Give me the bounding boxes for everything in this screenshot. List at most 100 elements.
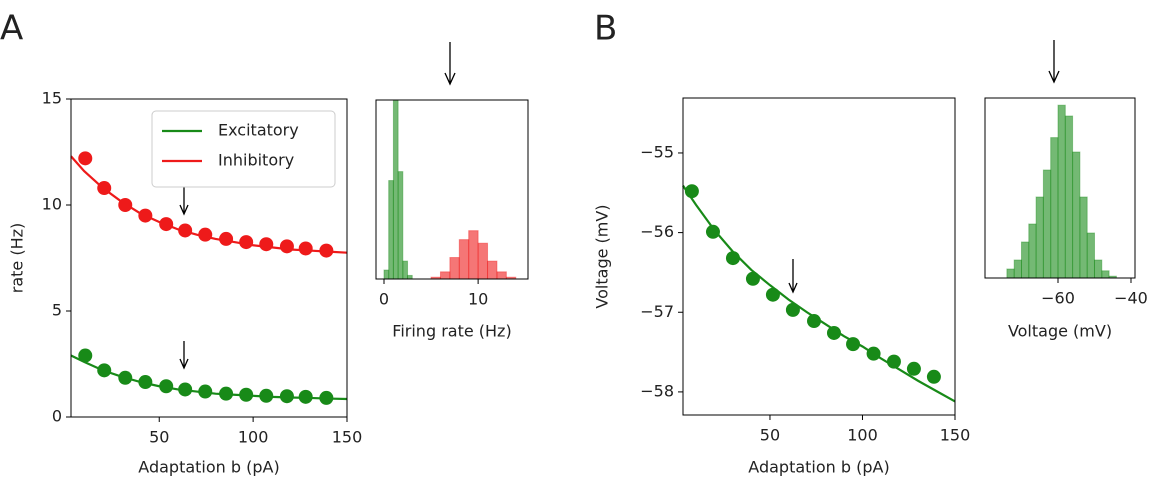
hist-bar [449, 257, 460, 280]
hist-bar [496, 271, 507, 280]
hist-bar [439, 271, 451, 280]
arrow [179, 341, 189, 370]
x-tick-label: −40 [1114, 289, 1148, 308]
panel-label: A [0, 9, 23, 49]
x-axis-label: Voltage (mV) [1008, 322, 1112, 341]
point [219, 231, 234, 246]
x-axis-label: Adaptation b (pA) [138, 458, 279, 477]
x-tick-label: 50 [149, 428, 169, 447]
point [684, 184, 699, 199]
axes-frame [984, 97, 1136, 279]
point [118, 198, 133, 212]
point [178, 223, 193, 238]
point [259, 388, 274, 403]
hist-bar [1006, 268, 1015, 279]
hist-bar [477, 242, 489, 280]
point [866, 346, 881, 361]
arrow [788, 259, 798, 294]
point [239, 387, 254, 402]
x-tick-label: 0 [379, 290, 389, 309]
point [118, 370, 133, 385]
point [219, 386, 234, 401]
hist-bar [1050, 137, 1059, 279]
axes-frame [70, 98, 348, 418]
hist-bar [458, 239, 470, 280]
point [159, 379, 174, 394]
point [765, 287, 780, 302]
legend-label: Excitatory [218, 121, 299, 140]
point [78, 348, 93, 363]
arrow [444, 42, 456, 86]
x-axis-label: Firing rate (Hz) [392, 322, 511, 341]
point [298, 241, 313, 256]
arrow [1048, 40, 1060, 84]
hist-bar [1042, 169, 1052, 279]
x-tick-label: 100 [238, 428, 269, 447]
y-tick-label: −57 [640, 302, 674, 321]
point [198, 227, 213, 242]
hist-bar [397, 171, 404, 280]
y-tick-label: −58 [640, 381, 674, 400]
y-tick-label: 10 [42, 195, 62, 214]
point [319, 390, 334, 405]
x-tick-label: −60 [1041, 289, 1075, 308]
y-tick-label: −55 [640, 142, 674, 161]
hist-bar [1093, 259, 1103, 279]
x-tick-label: 10 [468, 290, 488, 309]
x-tick-label: 100 [847, 426, 878, 445]
hist-bar [402, 260, 409, 280]
arrow [179, 187, 189, 216]
x-tick-label: 50 [760, 426, 780, 445]
point [807, 314, 822, 329]
point [705, 224, 720, 239]
point [97, 363, 112, 378]
point [178, 382, 193, 397]
axes-frame [375, 99, 529, 280]
y-tick-label: 15 [42, 89, 62, 108]
point [745, 271, 760, 286]
y-tick-label: 5 [52, 301, 62, 320]
hist-bar [1035, 196, 1044, 279]
point [97, 181, 112, 196]
legend-label: Inhibitory [218, 151, 294, 170]
point [846, 337, 861, 352]
point [785, 302, 800, 317]
y-tick-label: −56 [640, 222, 674, 241]
point [906, 361, 921, 376]
point [725, 251, 740, 266]
hist-bar [383, 269, 390, 280]
hist-bar [1028, 223, 1037, 279]
hist-bar [392, 99, 399, 280]
point [78, 151, 93, 166]
point [138, 375, 153, 390]
panel-label: B [594, 9, 617, 49]
hist-bar [1013, 259, 1022, 279]
hist-bar [388, 180, 394, 280]
point [198, 384, 213, 399]
x-tick-label: 150 [940, 426, 971, 445]
hist-bar [1072, 151, 1081, 279]
point [138, 208, 153, 223]
y-tick-label: 0 [52, 407, 62, 426]
hist-bar [468, 230, 479, 280]
point [298, 389, 313, 404]
y-axis-label: rate (Hz) [8, 223, 27, 294]
hist-bar [1020, 241, 1030, 279]
x-tick-label: 150 [332, 428, 363, 447]
x-axis-label: Adaptation b (pA) [748, 458, 889, 477]
point [886, 354, 901, 369]
hist-bar [487, 260, 498, 280]
arrows [179, 40, 1060, 370]
hist-bar [407, 274, 413, 280]
point [319, 243, 334, 258]
hist-bar [1101, 270, 1110, 279]
point [279, 239, 294, 254]
hist-bar [1086, 232, 1095, 279]
point [159, 217, 174, 232]
y-axis-label: Voltage (mV) [593, 204, 612, 308]
point [259, 237, 274, 252]
hist-bar [1057, 104, 1066, 279]
hist-bar [1064, 115, 1074, 279]
